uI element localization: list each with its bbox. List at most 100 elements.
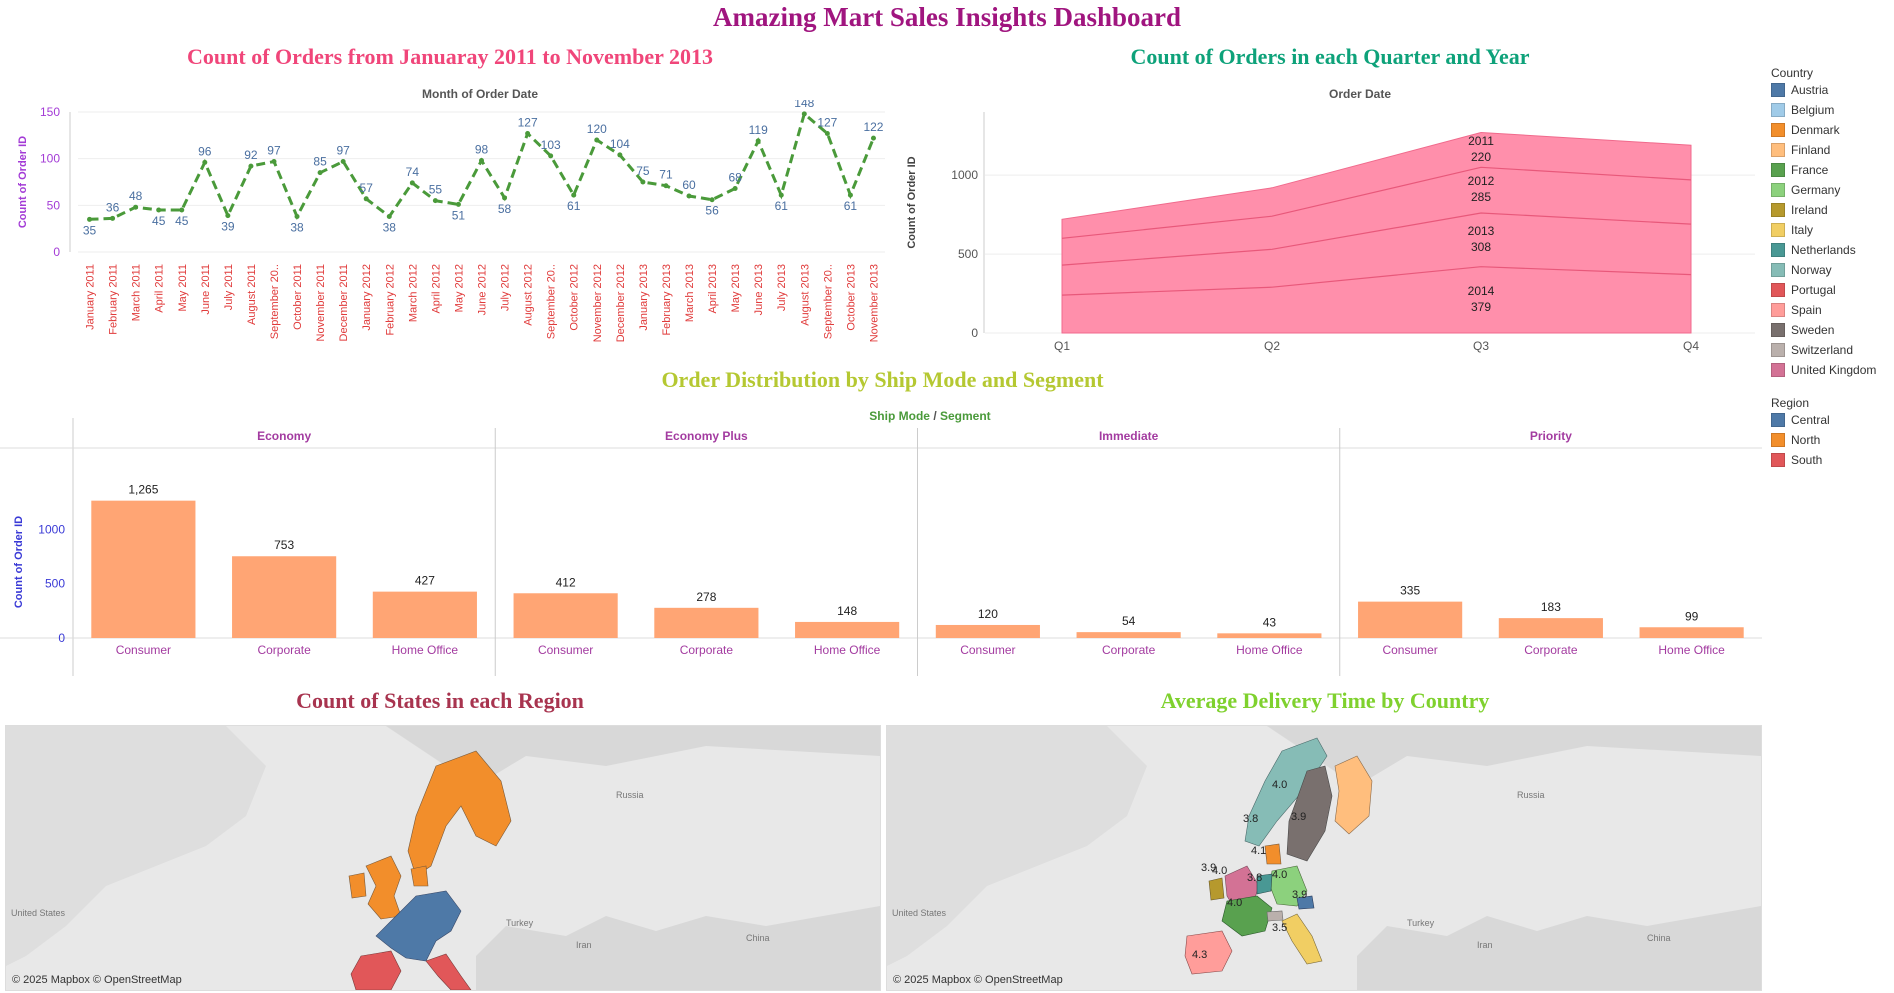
country-legend-item[interactable]: Portugal	[1771, 280, 1891, 300]
country-france	[1221, 895, 1273, 937]
country-legend-swatch	[1771, 83, 1785, 97]
line-data-label: 98	[475, 143, 489, 157]
line-data-label: 39	[221, 220, 235, 234]
country-legend-label: Sweden	[1791, 323, 1835, 337]
country-legend-item[interactable]: Belgium	[1771, 100, 1891, 120]
area-y-tick: 1000	[951, 168, 978, 182]
bar-x-tick: Corporate	[1102, 643, 1156, 657]
region-legend-item[interactable]: Central	[1771, 410, 1891, 430]
country-legend-item[interactable]: Sweden	[1771, 320, 1891, 340]
country-legend-item[interactable]: Norway	[1771, 260, 1891, 280]
delivery-map-canvas[interactable]: 4.0 3.8 3.9 4.1 3.9 4.0 3.8 4.0 4.0 3.9 …	[887, 726, 1761, 990]
line-x-tick: May 2013	[730, 264, 742, 312]
bar-x-tick: Home Office	[392, 643, 459, 657]
line-x-tick: October 2013	[845, 264, 857, 331]
bar-chart[interactable]: Count of Order ID 0 500 1000 Economy 1,265 Con…	[0, 418, 1765, 680]
country-legend-item[interactable]: Italy	[1771, 220, 1891, 240]
region-map-canvas[interactable]: Russia United States Turkey Iran China	[6, 726, 880, 990]
line-data-label: 71	[659, 168, 673, 182]
area-band-line	[1061, 166, 1692, 239]
country-legend-item[interactable]: Germany	[1771, 180, 1891, 200]
line-point	[663, 183, 669, 189]
line-x-tick: July 2011	[223, 264, 235, 310]
region-north-denmark	[410, 865, 429, 887]
country-legend-item[interactable]: Spain	[1771, 300, 1891, 320]
bar-chart-header: Ship Mode / Segment	[780, 409, 1080, 423]
bar-y-tick: 500	[45, 577, 65, 591]
region-legend-title: Region	[1771, 396, 1810, 410]
country-legend-swatch	[1771, 163, 1785, 177]
country-legend-label: United Kingdom	[1791, 363, 1877, 377]
line-x-tick: November 2013	[868, 264, 880, 342]
country-legend-item[interactable]: Finland	[1771, 140, 1891, 160]
map-right-credit: © 2025 Mapbox © OpenStreetMap	[893, 974, 1063, 986]
header-separator: /	[933, 409, 937, 423]
bar	[513, 593, 618, 638]
line-data-label: 85	[313, 155, 327, 169]
country-legend-label: Austria	[1791, 83, 1829, 97]
line-x-tick: November 2012	[592, 264, 604, 342]
country-legend-item[interactable]: France	[1771, 160, 1891, 180]
country-sweden	[1286, 765, 1333, 862]
line-point	[709, 197, 715, 203]
region-map[interactable]: Russia United States Turkey Iran China ©…	[5, 725, 881, 991]
area-label-value: 285	[1471, 190, 1491, 204]
area-chart[interactable]: Count of Order ID 0 500 1000 Q1 Q2 Q3 Q4 2011 220…	[895, 100, 1765, 365]
line-point	[317, 170, 323, 176]
bar-y-tick: 1000	[38, 522, 65, 536]
line-data-label: 58	[498, 202, 512, 216]
country-legend-item[interactable]: Denmark	[1771, 120, 1891, 140]
line-data-label: 119	[749, 123, 768, 137]
country-legend-label: France	[1791, 163, 1829, 177]
line-x-tick: June 2012	[477, 264, 489, 315]
region-legend-swatch	[1771, 433, 1785, 447]
country-legend-swatch	[1771, 263, 1785, 277]
line-x-tick: January 2012	[361, 264, 373, 331]
bar	[372, 591, 477, 638]
ship-mode-label: Ship Mode	[869, 409, 930, 423]
line-x-tick: April 2011	[154, 264, 166, 313]
region-north-ireland	[348, 872, 367, 899]
country-legend-item[interactable]: Ireland	[1771, 200, 1891, 220]
region-legend-item[interactable]: North	[1771, 430, 1891, 450]
value-finland: 3.9	[1291, 811, 1306, 823]
line-data-label: 127	[817, 115, 837, 129]
line-point	[755, 138, 761, 144]
line-chart-subtitle: Month of Order Date	[422, 87, 538, 101]
line-point	[571, 192, 577, 198]
region-legend-swatch	[1771, 413, 1785, 427]
line-y-tick: 0	[53, 245, 60, 259]
line-point	[225, 213, 231, 219]
country-ireland	[1208, 877, 1225, 901]
country-legend-item[interactable]: United Kingdom	[1771, 360, 1891, 380]
country-legend-swatch	[1771, 123, 1785, 137]
bar	[1498, 618, 1603, 638]
line-x-tick: December 2012	[615, 264, 627, 342]
map-right-label-us: United States	[892, 908, 947, 918]
country-legend-item[interactable]: Netherlands	[1771, 240, 1891, 260]
country-legend-item[interactable]: Switzerland	[1771, 340, 1891, 360]
line-y-tick: 50	[47, 198, 61, 212]
bar-data-label: 183	[1541, 600, 1561, 614]
bar-y-tick: 0	[58, 631, 65, 645]
line-x-tick: April 2013	[707, 264, 719, 314]
country-legend: Country Austria Belgium Denmark Finland Fran…	[1771, 66, 1891, 380]
area-x-tick: Q3	[1473, 339, 1489, 353]
line-point	[271, 158, 277, 164]
bar	[91, 500, 196, 638]
delivery-map[interactable]: 4.0 3.8 3.9 4.1 3.9 4.0 3.8 4.0 4.0 3.9 …	[886, 725, 1762, 991]
line-point	[363, 196, 369, 202]
line-point	[525, 130, 531, 136]
country-legend-item[interactable]: Austria	[1771, 80, 1891, 100]
line-data-label: 97	[336, 143, 350, 157]
line-point	[340, 158, 346, 164]
area-y-tick: 0	[971, 326, 978, 340]
region-legend-item[interactable]: South	[1771, 450, 1891, 470]
line-point	[502, 195, 508, 201]
line-chart[interactable]: Count of Order ID 0 50 100 150 35 36 48 45 45 96 39…	[0, 100, 900, 365]
area-label-year: 2012	[1468, 174, 1495, 188]
bar-group-header: Economy	[257, 429, 311, 443]
line-data-label: 61	[775, 199, 789, 213]
line-data-label: 57	[360, 181, 374, 195]
region-legend: Region Central North South	[1771, 396, 1891, 470]
